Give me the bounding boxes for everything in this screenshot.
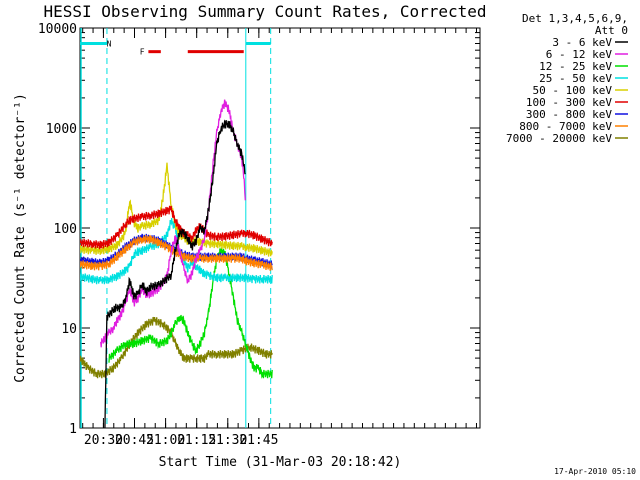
x-tick-label: 21:45 xyxy=(239,433,278,448)
y-tick-label: 100 xyxy=(54,222,77,237)
y-axis-label: Corrected Count Rate (s⁻¹ detector⁻¹) xyxy=(13,93,28,383)
legend-entry-label: 3 - 6 keV xyxy=(552,36,612,49)
legend-entry-label: 50 - 100 keV xyxy=(533,84,613,97)
footer-timestamp: 17-Apr-2010 05:10 xyxy=(554,467,636,476)
legend-header-line: Att 0 xyxy=(595,24,628,37)
data-layer: NF xyxy=(80,28,273,428)
legend-entry-label: 100 - 300 keV xyxy=(526,96,612,109)
series-line-5 xyxy=(80,205,273,250)
legend-entry-label: 7000 - 20000 keV xyxy=(506,132,612,145)
y-tick-label: 10000 xyxy=(38,22,77,37)
series-line-8 xyxy=(80,316,273,379)
x-tick-label: 21:15 xyxy=(177,433,216,448)
annotation-label: N xyxy=(107,39,112,48)
legend-entry-label: 6 - 12 keV xyxy=(546,48,613,61)
x-tick-label: 21:30 xyxy=(208,433,247,448)
series-line-7 xyxy=(80,234,273,271)
legend-entry-label: 300 - 800 keV xyxy=(526,108,612,121)
legend-entry-label: 12 - 25 keV xyxy=(539,60,612,73)
y-tick-label: 1 xyxy=(69,422,77,437)
series-line-3 xyxy=(80,218,273,285)
y-tick-label: 10 xyxy=(61,322,77,337)
legend-header-line: Det 1,3,4,5,6,9, xyxy=(522,12,628,25)
x-tick-label: 21:00 xyxy=(146,433,185,448)
x-axis-label: Start Time (31-Mar-03 20:18:42) xyxy=(159,455,402,470)
series-line-2 xyxy=(108,247,273,379)
legend-entry-label: 25 - 50 keV xyxy=(539,72,612,85)
x-tick-label: 20:45 xyxy=(115,433,154,448)
x-tick-label: 20:30 xyxy=(84,433,123,448)
chart-title: HESSI Observing Summary Count Rates, Cor… xyxy=(43,2,486,21)
plot-area: 1 10 100 1000 10000 20:3020:4521:0021:1521:30… xyxy=(38,22,481,448)
annotation-label: F xyxy=(140,48,145,57)
series-line-0 xyxy=(104,119,246,428)
y-tick-label: 1000 xyxy=(46,122,77,137)
series-line-1 xyxy=(100,99,246,348)
legend-entry-label: 800 - 7000 keV xyxy=(519,120,612,133)
